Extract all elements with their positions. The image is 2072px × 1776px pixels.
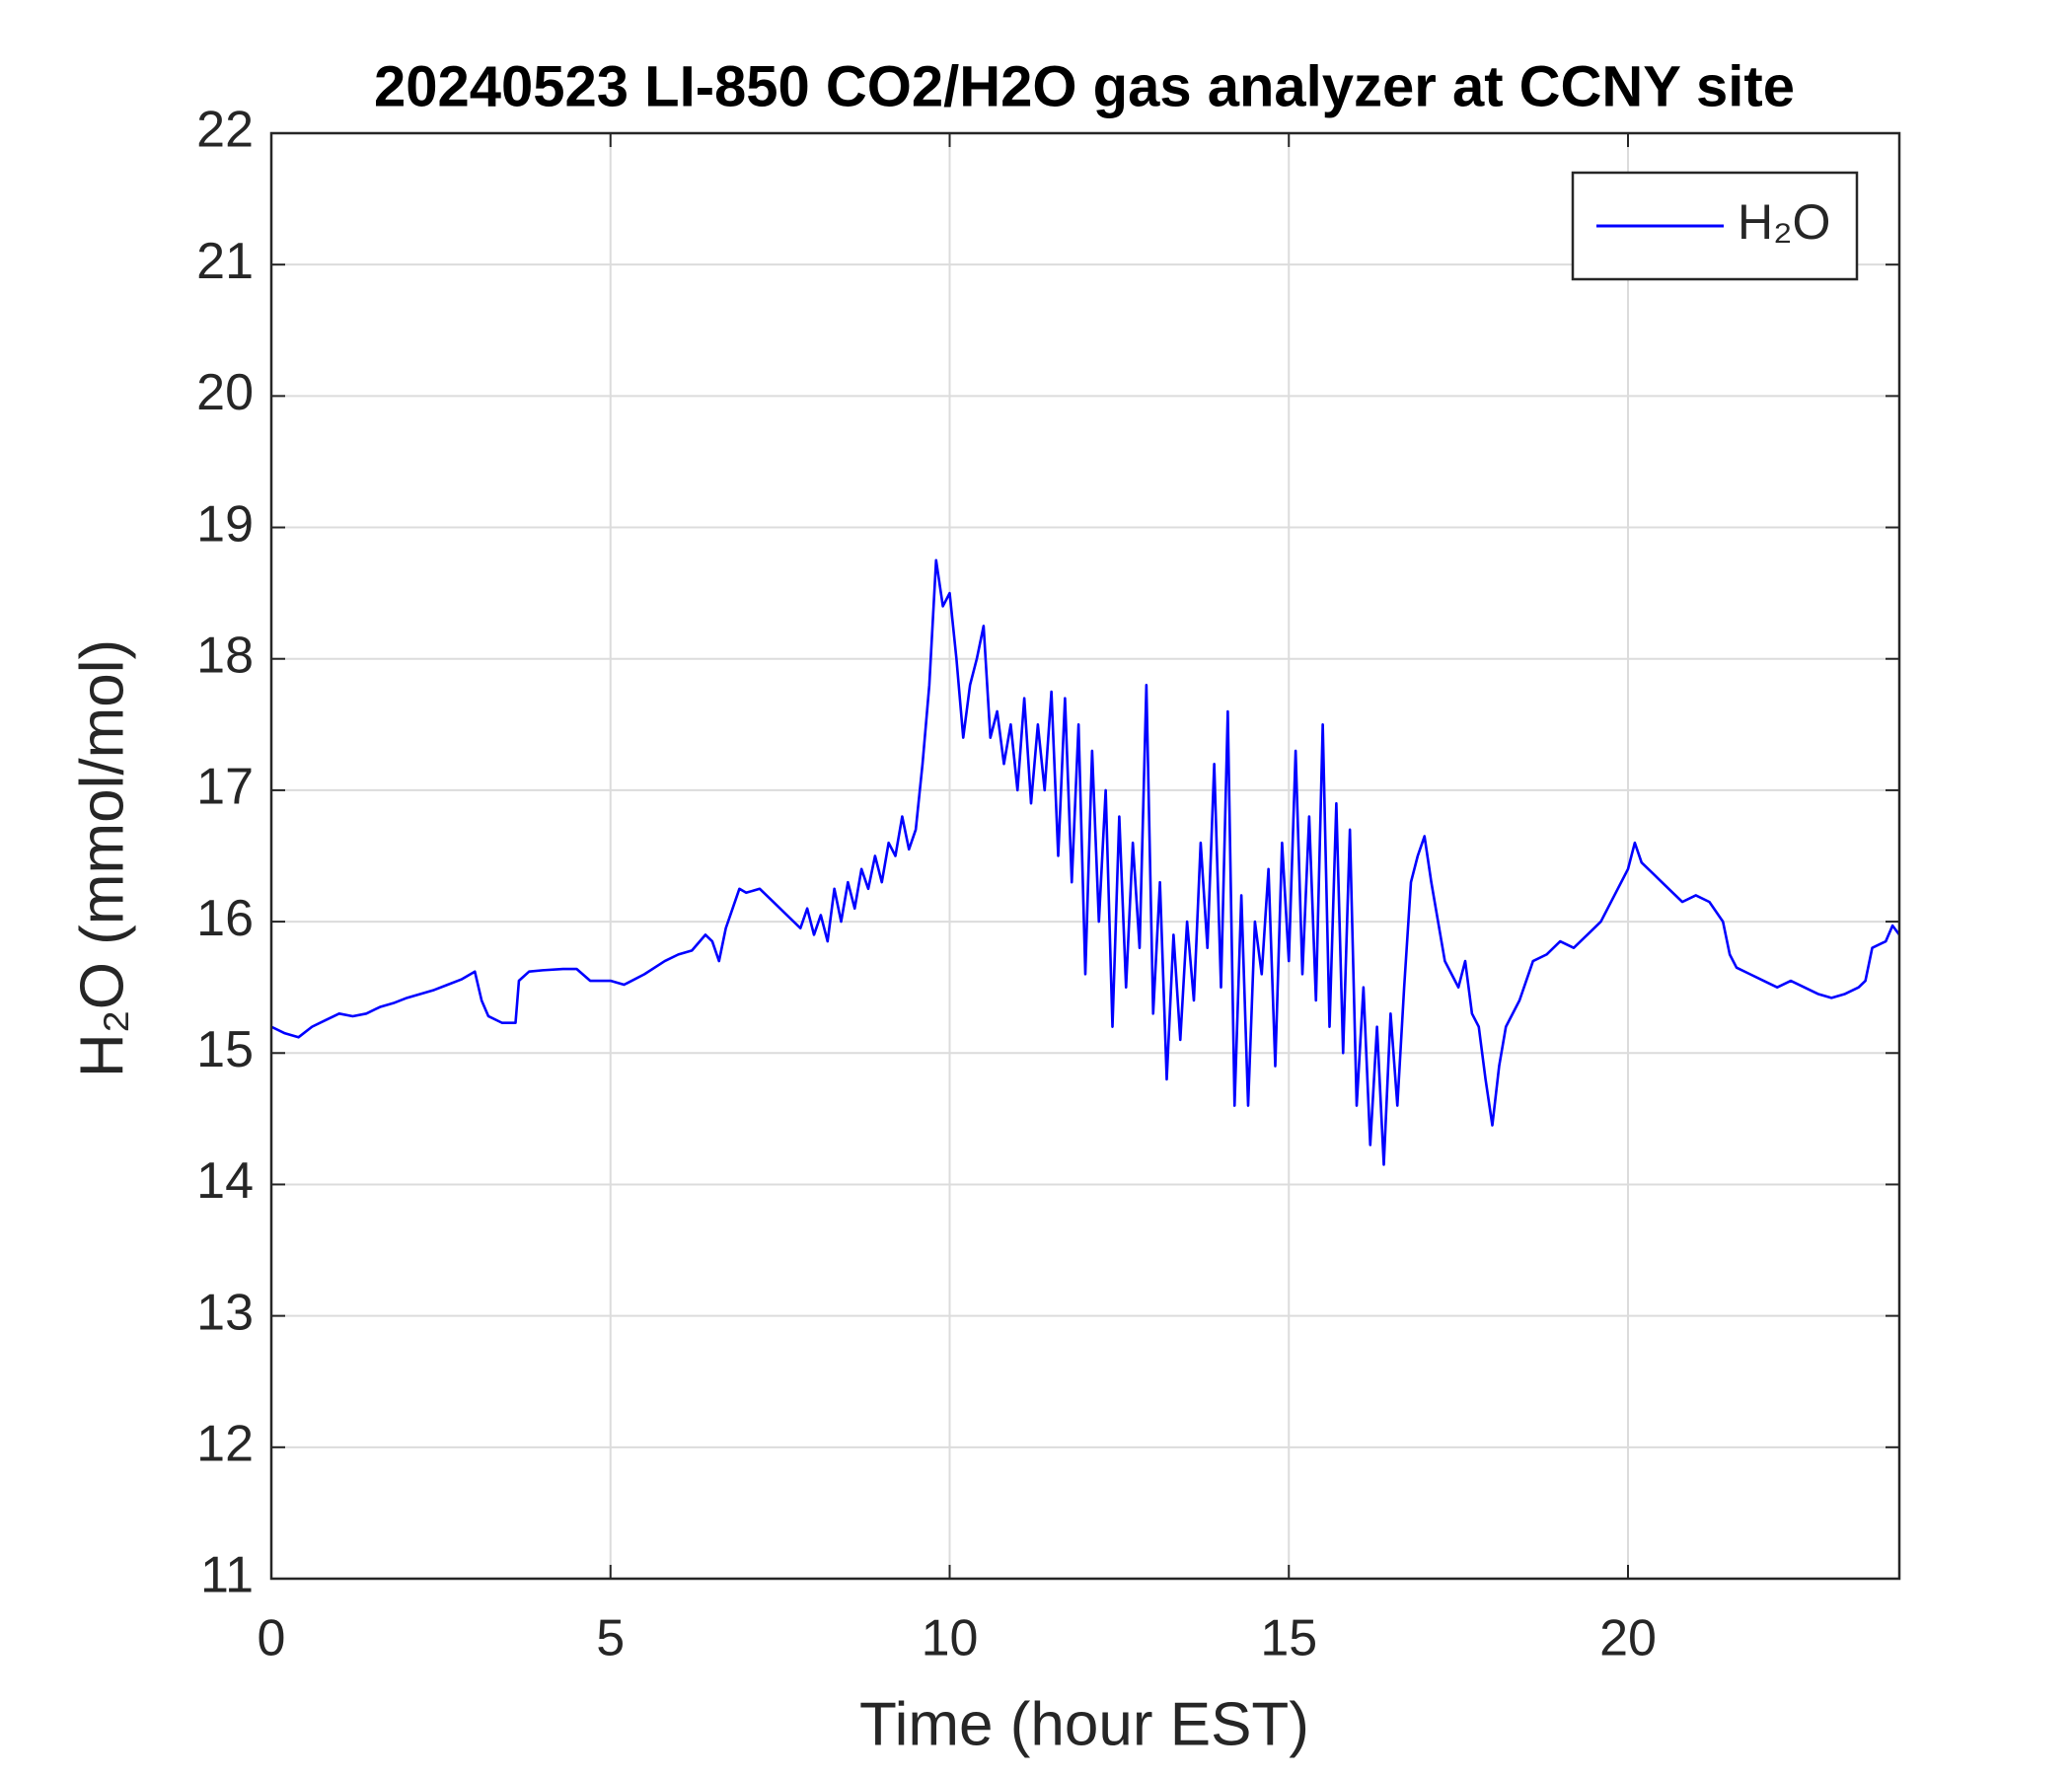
y-tick-label: 12 bbox=[196, 1416, 254, 1473]
y-tick-label: 13 bbox=[196, 1284, 254, 1341]
x-tick-label: 15 bbox=[1260, 1610, 1317, 1667]
y-tick-label: 22 bbox=[196, 102, 254, 159]
y-tick-label: 14 bbox=[196, 1152, 254, 1210]
axes-box bbox=[269, 131, 1901, 1581]
x-tick-label: 0 bbox=[258, 1610, 286, 1667]
chart-title: 20240523 LI-850 CO2/H2O gas analyzer at … bbox=[374, 54, 1795, 118]
y-tick-label: 11 bbox=[200, 1547, 254, 1604]
y-tick-label: 16 bbox=[196, 890, 254, 947]
y-tick-label: 20 bbox=[196, 364, 254, 421]
y-tick-label: 21 bbox=[196, 233, 254, 290]
y-tick-label: 17 bbox=[196, 759, 254, 816]
y-tick-label: 19 bbox=[196, 495, 254, 553]
x-tick-label: 20 bbox=[1599, 1610, 1657, 1667]
y-tick-label: 15 bbox=[196, 1021, 254, 1078]
y-tick-label: 18 bbox=[196, 627, 254, 684]
legend-label: H₂O bbox=[1738, 194, 1830, 250]
x-axis-label: Time (hour EST) bbox=[859, 1690, 1309, 1758]
data-line bbox=[270, 558, 1901, 1166]
x-tick-label: 10 bbox=[922, 1610, 979, 1667]
x-tick-label: 5 bbox=[596, 1610, 625, 1667]
y-axis-label: H₂O (mmol/mol) bbox=[68, 639, 136, 1077]
